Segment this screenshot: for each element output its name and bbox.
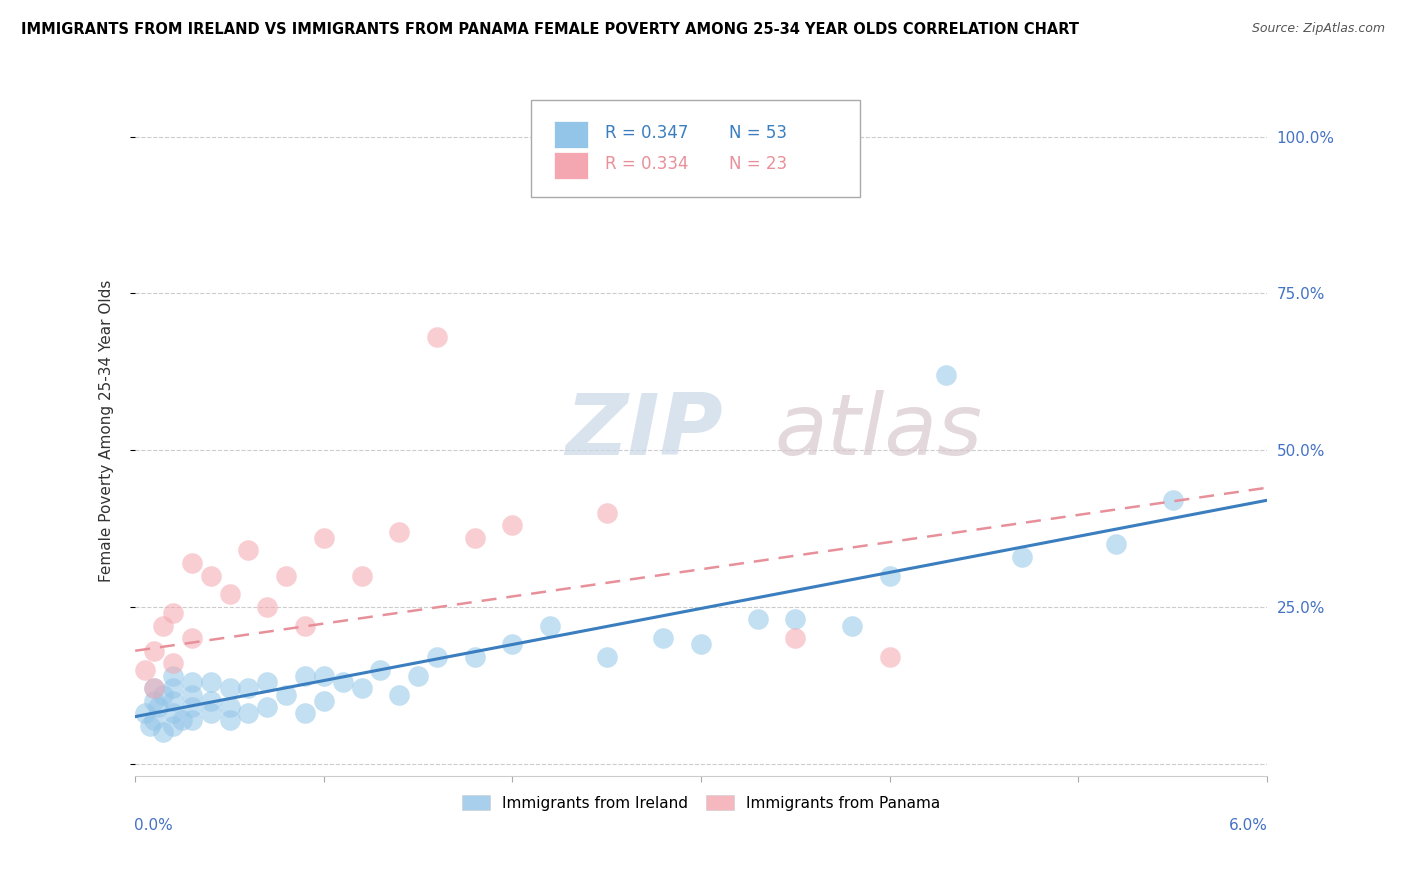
Point — [143, 713, 166, 727]
Y-axis label: Female Poverty Among 25-34 Year Olds: Female Poverty Among 25-34 Year Olds — [100, 280, 114, 582]
Point — [464, 650, 486, 665]
Point — [294, 669, 316, 683]
Point — [501, 518, 523, 533]
Point — [218, 713, 240, 727]
Text: R = 0.347: R = 0.347 — [605, 124, 689, 142]
Point — [180, 675, 202, 690]
Point — [1011, 549, 1033, 564]
Text: 0.0%: 0.0% — [134, 818, 173, 832]
Point — [162, 694, 184, 708]
Point — [596, 506, 619, 520]
Point — [350, 681, 373, 696]
Point — [464, 531, 486, 545]
Point — [935, 368, 957, 382]
Point — [238, 706, 260, 721]
Text: N = 23: N = 23 — [730, 155, 787, 173]
Text: ZIP: ZIP — [565, 390, 723, 473]
Point — [143, 644, 166, 658]
Point — [162, 669, 184, 683]
FancyBboxPatch shape — [554, 120, 588, 148]
Point — [294, 706, 316, 721]
Point — [426, 650, 449, 665]
Point — [1161, 493, 1184, 508]
Point — [690, 638, 713, 652]
Point — [538, 618, 561, 632]
Point — [200, 706, 222, 721]
Point — [162, 657, 184, 671]
Text: Source: ZipAtlas.com: Source: ZipAtlas.com — [1251, 22, 1385, 36]
Point — [152, 618, 174, 632]
Point — [312, 531, 335, 545]
Point — [200, 694, 222, 708]
Point — [350, 568, 373, 582]
Point — [172, 713, 194, 727]
Point — [294, 618, 316, 632]
Point — [218, 681, 240, 696]
Text: IMMIGRANTS FROM IRELAND VS IMMIGRANTS FROM PANAMA FEMALE POVERTY AMONG 25-34 YEA: IMMIGRANTS FROM IRELAND VS IMMIGRANTS FR… — [21, 22, 1078, 37]
Text: N = 53: N = 53 — [730, 124, 787, 142]
Point — [256, 675, 278, 690]
Point — [501, 638, 523, 652]
Point — [274, 688, 297, 702]
FancyBboxPatch shape — [554, 152, 588, 179]
Point — [879, 568, 901, 582]
Point — [180, 700, 202, 714]
Point — [388, 524, 411, 539]
Point — [879, 650, 901, 665]
Point — [134, 663, 156, 677]
Point — [312, 669, 335, 683]
Point — [146, 700, 169, 714]
Text: 6.0%: 6.0% — [1229, 818, 1268, 832]
Point — [152, 725, 174, 739]
Point — [596, 650, 619, 665]
Point — [162, 706, 184, 721]
Point — [162, 719, 184, 733]
Text: atlas: atlas — [775, 390, 983, 473]
Point — [388, 688, 411, 702]
Point — [180, 556, 202, 570]
Point — [256, 700, 278, 714]
Point — [180, 631, 202, 645]
Point — [180, 688, 202, 702]
Point — [152, 688, 174, 702]
Point — [143, 681, 166, 696]
Point — [841, 618, 863, 632]
Point — [785, 631, 807, 645]
Legend: Immigrants from Ireland, Immigrants from Panama: Immigrants from Ireland, Immigrants from… — [456, 789, 946, 817]
Point — [426, 330, 449, 344]
Point — [1105, 537, 1128, 551]
Point — [274, 568, 297, 582]
Point — [332, 675, 354, 690]
Point — [747, 612, 769, 626]
Point — [406, 669, 429, 683]
Point — [256, 599, 278, 614]
Point — [218, 700, 240, 714]
Point — [238, 543, 260, 558]
Text: R = 0.334: R = 0.334 — [605, 155, 689, 173]
Point — [218, 587, 240, 601]
Point — [312, 694, 335, 708]
FancyBboxPatch shape — [531, 100, 859, 197]
Point — [200, 568, 222, 582]
Point — [785, 612, 807, 626]
Point — [162, 606, 184, 620]
Point — [238, 681, 260, 696]
Point — [143, 694, 166, 708]
Point — [652, 631, 675, 645]
Point — [139, 719, 162, 733]
Point — [200, 675, 222, 690]
Point — [143, 681, 166, 696]
Point — [134, 706, 156, 721]
Point — [370, 663, 392, 677]
Point — [180, 713, 202, 727]
Point — [162, 681, 184, 696]
